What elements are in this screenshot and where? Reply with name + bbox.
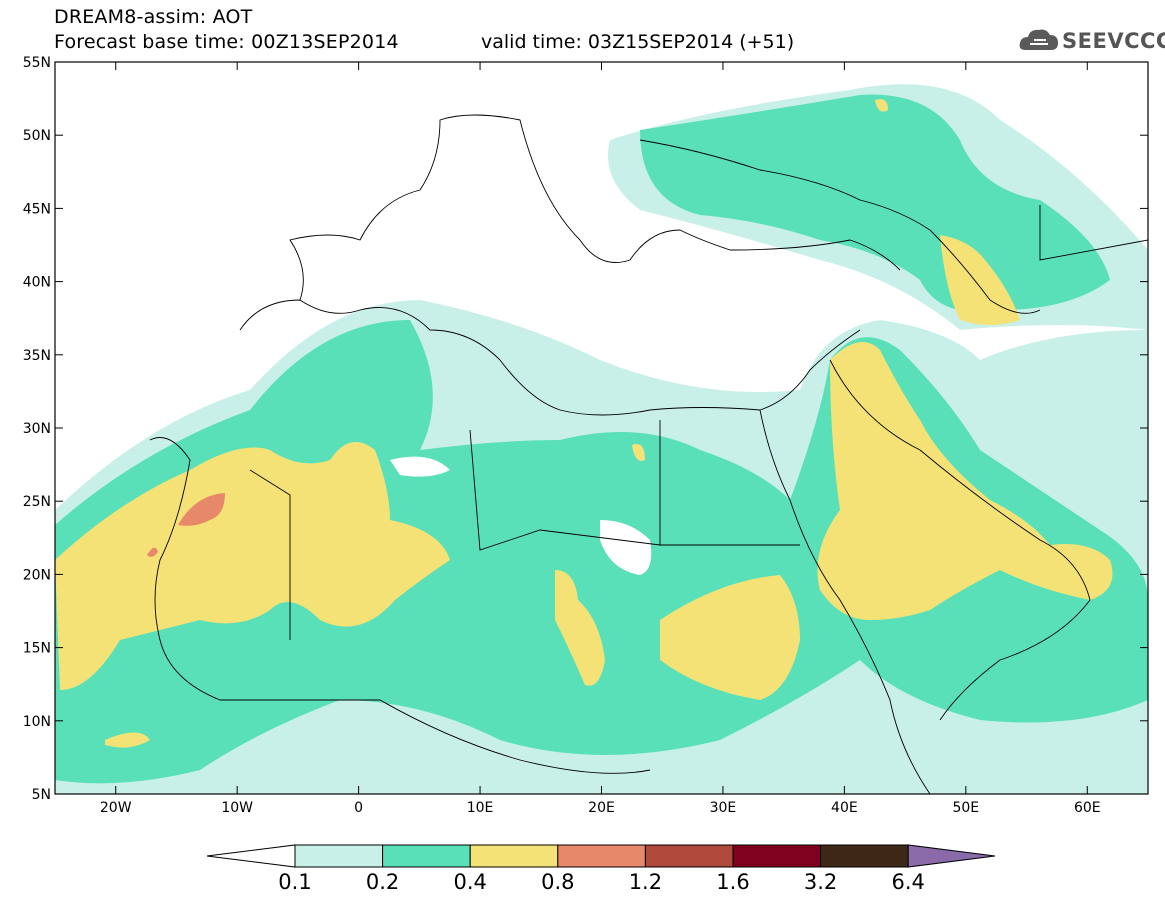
lat-label: 40N bbox=[23, 275, 51, 291]
lon-label: 30E bbox=[710, 800, 737, 816]
coastlines bbox=[149, 114, 1148, 794]
lat-label: 35N bbox=[23, 348, 51, 364]
longitude-axis: 20W 10W 0 10E 20E 30E 40E 50E 60E bbox=[100, 62, 1101, 816]
colorbar-label: 0.1 bbox=[278, 870, 312, 894]
lon-label: 60E bbox=[1074, 800, 1101, 816]
forecast-base-time: Forecast base time: 00Z13SEP2014 bbox=[54, 31, 399, 53]
colorbar-label: 1.6 bbox=[716, 870, 750, 894]
lat-label: 55N bbox=[23, 55, 51, 71]
lon-label: 20E bbox=[588, 800, 615, 816]
lat-label: 15N bbox=[23, 641, 51, 657]
valid-time: valid time: 03Z15SEP2014 (+51) bbox=[481, 31, 795, 53]
lat-label: 30N bbox=[23, 421, 51, 437]
colorbar-label: 0.8 bbox=[541, 870, 575, 894]
aot-map: 55N 50N 45N 40N 35N 30N 25N 20N 15N 10N 5N 20W 10W 0… bbox=[23, 55, 1149, 816]
latitude-axis: 55N 50N 45N 40N 35N 30N 25N 20N 15N 10N 5N bbox=[23, 55, 1148, 803]
lat-label: 50N bbox=[23, 128, 51, 144]
logo-text: SEEVCCC bbox=[1062, 29, 1165, 53]
lat-label: 5N bbox=[32, 787, 51, 803]
map-title: DREAM8-assim: AOT bbox=[54, 6, 253, 28]
lon-label: 20W bbox=[100, 800, 132, 816]
lon-label: 10W bbox=[221, 800, 253, 816]
lat-label: 20N bbox=[23, 567, 51, 583]
lat-label: 25N bbox=[23, 494, 51, 510]
lat-label: 10N bbox=[23, 714, 51, 730]
lon-label: 0 bbox=[354, 800, 363, 816]
colorbar-label: 3.2 bbox=[803, 870, 838, 894]
colorbar-label: 6.4 bbox=[891, 870, 925, 894]
cloud-icon bbox=[1019, 29, 1058, 50]
colorbar-label: 0.4 bbox=[453, 870, 487, 894]
lon-label: 40E bbox=[831, 800, 858, 816]
colorbar-label: 0.2 bbox=[365, 870, 400, 894]
aot-field bbox=[55, 84, 1148, 794]
colorbar-label: 1.2 bbox=[628, 870, 663, 894]
lat-label: 45N bbox=[23, 201, 51, 217]
lon-label: 10E bbox=[467, 800, 494, 816]
lon-label: 50E bbox=[952, 800, 979, 816]
